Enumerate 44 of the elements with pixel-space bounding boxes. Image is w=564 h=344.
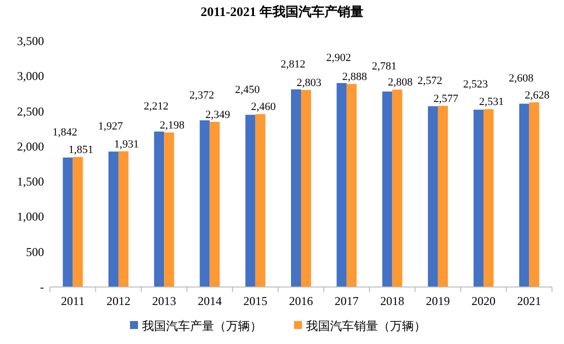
data-label: 1,842 — [52, 126, 78, 139]
data-label: 2,349 — [205, 108, 231, 121]
legend-label: 我国汽车产量（万辆） — [142, 319, 262, 333]
legend-label: 我国汽车销量（万辆） — [306, 319, 426, 333]
data-label: 2,531 — [479, 96, 504, 108]
y-tick-label: 3,500 — [17, 34, 44, 48]
data-label: 2,212 — [144, 100, 168, 113]
data-label: 2,628 — [524, 89, 550, 102]
y-tick-label: 1,500 — [17, 174, 44, 189]
data-label: 2,460 — [250, 101, 276, 114]
y-tick-label: 3,000 — [17, 69, 44, 84]
y-tick-label: 2,000 — [17, 139, 44, 154]
data-label: 2,803 — [296, 76, 322, 89]
x-tick-label: 2013 — [152, 294, 176, 308]
data-label: 2,888 — [342, 71, 368, 84]
x-tick-label: 2018 — [380, 294, 404, 308]
y-tick-label: 1,000 — [17, 210, 44, 224]
data-label: 2,812 — [280, 58, 306, 70]
data-label: 2,902 — [326, 52, 352, 64]
x-tick-label: 2021 — [517, 294, 542, 308]
data-label: 2,450 — [234, 84, 260, 96]
x-tick-label: 2011 — [61, 294, 85, 308]
data-label: 2,372 — [189, 89, 214, 102]
x-tick-label: 2015 — [243, 294, 268, 308]
data-label: 2,572 — [418, 75, 442, 88]
x-tick-label: 2017 — [334, 294, 359, 308]
y-tick-label: 500 — [26, 244, 44, 259]
data-label: 1,931 — [114, 138, 139, 150]
data-label: 2,198 — [160, 120, 185, 132]
x-tick-label: 2019 — [426, 294, 450, 308]
x-tick-label: 2020 — [472, 294, 496, 308]
x-tick-label: 2016 — [289, 294, 313, 308]
data-label: 2,523 — [463, 78, 488, 91]
y-tick-label: - — [40, 280, 44, 294]
data-label: 2,808 — [388, 76, 414, 89]
data-label: 1,927 — [98, 120, 124, 133]
data-label: 1,851 — [68, 144, 94, 156]
x-tick-label: 2012 — [106, 294, 130, 308]
data-label: 2,608 — [508, 72, 534, 85]
data-label: 2,577 — [434, 92, 459, 105]
x-tick-label: 2014 — [198, 294, 222, 308]
data-label: 2,781 — [372, 60, 397, 73]
y-tick-label: 2,500 — [17, 104, 44, 118]
chart-title: 2011-2021 年我国汽车产销量 — [200, 4, 364, 19]
